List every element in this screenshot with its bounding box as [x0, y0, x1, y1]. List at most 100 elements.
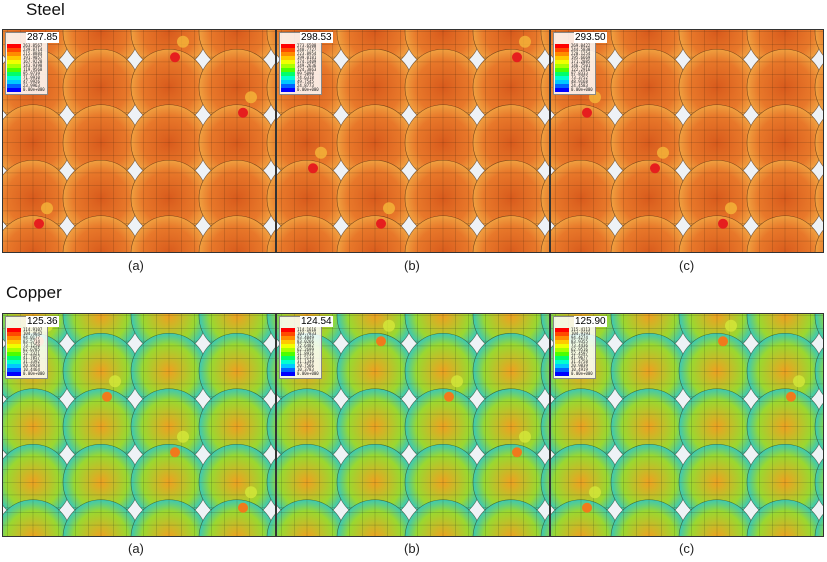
- legend-tick-label: 51.8916: [297, 351, 314, 356]
- legend-row: 248.7727: [281, 48, 319, 52]
- stress-hotspot: [170, 52, 180, 63]
- legend-tick-label: 31.4758: [571, 359, 588, 364]
- legend-swatch: [555, 44, 569, 48]
- stress-hotspot: [383, 202, 395, 215]
- legend-tick-label: 0.00e+000: [297, 371, 319, 376]
- legend-swatch: [7, 60, 21, 64]
- legend-swatch: [281, 56, 295, 60]
- legend: 293.50 269.0422 244.5838 220.1254 195.6669 1…: [553, 32, 607, 95]
- stress-hotspot: [512, 52, 522, 63]
- copper-panel-a: 125.36 114.9107 104.4642 94.0177 83.5714 73.…: [2, 313, 276, 537]
- legend-row: 114.9107: [7, 328, 45, 332]
- legend-swatch: [281, 364, 295, 368]
- legend-tick-label: 114.1616: [297, 327, 317, 332]
- stress-hotspot: [582, 502, 592, 513]
- legend-tick-label: 49.7545: [297, 79, 314, 84]
- legend-row: 0.00e+000: [555, 372, 593, 376]
- legend-row: 171.2085: [555, 60, 593, 64]
- legend-tick-label: 95.9739: [23, 71, 40, 76]
- legend-row: 83.5714: [7, 340, 45, 344]
- legend-row: 199.0181: [281, 56, 319, 60]
- legend-tick-label: 171.2085: [571, 59, 591, 64]
- legend-swatch: [281, 84, 295, 88]
- legend-tick-label: 174.1409: [297, 59, 317, 64]
- legend-tick-label: 20.7566: [297, 363, 314, 368]
- legend-row: 10.4919: [555, 368, 593, 372]
- legend-swatch: [7, 348, 21, 352]
- legend-row: 93.4049: [281, 336, 319, 340]
- stress-hotspot: [725, 319, 737, 332]
- legend-row: 263.8567: [7, 44, 45, 48]
- legend-tick-label: 220.1254: [571, 51, 591, 56]
- stress-hotspot: [238, 107, 248, 118]
- stress-hotspot: [725, 202, 737, 215]
- steel-panel-b: 298.53 273.6500 248.7727 223.8954 199.0181 1…: [276, 29, 550, 253]
- legend-tick-label: 71.9910: [23, 75, 40, 80]
- legend-swatch: [555, 332, 569, 336]
- legend-row: 24.4583: [555, 84, 593, 88]
- stress-hotspot: [451, 375, 463, 388]
- legend-swatch: [555, 344, 569, 348]
- legend-row: 269.0422: [555, 44, 593, 48]
- legend-tick-label: 97.8333: [571, 71, 588, 76]
- section-title-copper: Copper: [6, 283, 62, 302]
- legend-swatch: [281, 68, 295, 72]
- caption-copper-c: (c): [679, 541, 695, 556]
- legend-row: 71.9910: [7, 76, 45, 80]
- legend-swatch: [7, 344, 21, 348]
- legend-swatch: [555, 336, 569, 340]
- legend-row: 0.00e+000: [281, 372, 319, 376]
- legend-tick-label: 73.3752: [571, 75, 588, 80]
- legend-row: 191.9057: [7, 56, 45, 60]
- legend-tick-label: 122.2916: [571, 67, 591, 72]
- legend-swatch: [281, 76, 295, 80]
- legend-row: 146.7501: [555, 64, 593, 68]
- stress-hotspot: [512, 447, 522, 458]
- legend-tick-label: 72.6482: [297, 343, 314, 348]
- legend-swatch: [555, 352, 569, 356]
- legend-swatch: [555, 52, 569, 56]
- legend-swatch: [555, 76, 569, 80]
- legend-row: 149.2636: [281, 64, 319, 68]
- legend-swatch: [7, 72, 21, 76]
- legend-tick-label: 20.9839: [571, 363, 588, 368]
- legend-tick-label: 52.2321: [23, 351, 40, 356]
- legend-row: 0.00e+000: [7, 88, 45, 92]
- legend-tick-label: 244.5838: [571, 47, 591, 52]
- legend-swatch: [7, 352, 21, 356]
- legend-swatch: [281, 368, 295, 372]
- stress-contour-image: [277, 314, 549, 536]
- legend-tick-label: 73.1250: [23, 343, 40, 348]
- stress-hotspot: [238, 502, 248, 513]
- legend-row: 10.3783: [281, 368, 319, 372]
- legend-swatch: [7, 56, 21, 60]
- stress-hotspot: [786, 391, 796, 402]
- legend-swatch: [7, 364, 21, 368]
- legend-tick-label: 10.4464: [23, 367, 40, 372]
- legend: 298.53 273.6500 248.7727 223.8954 199.0181 1…: [279, 32, 333, 95]
- legend-row: 31.1349: [281, 360, 319, 364]
- legend-row: 20.8928: [7, 364, 45, 368]
- legend-swatch: [281, 72, 295, 76]
- legend-tick-label: 73.4436: [571, 343, 588, 348]
- legend-row: 62.2699: [281, 348, 319, 352]
- legend-row: 104.4642: [7, 332, 45, 336]
- copper-panel-c: 125.90 115.4113 104.9193 94.4274 83.9355 73.…: [550, 313, 824, 537]
- legend-max-value: 125.90: [574, 316, 607, 327]
- caption-steel-b: (b): [404, 258, 420, 273]
- steel-panel-a: 287.85 263.8567 239.8714 215.8884 191.9057 1…: [2, 29, 276, 253]
- legend-row: 114.1616: [281, 328, 319, 332]
- legend-tick-label: 0.00e+000: [571, 87, 593, 92]
- stress-hotspot: [245, 486, 257, 499]
- legend-tick-label: 74.6318: [297, 75, 314, 80]
- legend-row: 72.6482: [281, 344, 319, 348]
- legend-swatch: [7, 84, 21, 88]
- legend-row: 83.0266: [281, 340, 319, 344]
- legend-tick-label: 124.3863: [297, 67, 317, 72]
- legend-row: 0.00e+000: [7, 372, 45, 376]
- legend-row: 124.3863: [281, 68, 319, 72]
- legend-tick-label: 31.3392: [23, 359, 40, 364]
- legend-swatch: [555, 84, 569, 88]
- legend-bar: 114.1616 103.7833 93.4049 83.0266 72.6482 62.…: [281, 328, 319, 376]
- legend-tick-label: 191.9057: [23, 55, 43, 60]
